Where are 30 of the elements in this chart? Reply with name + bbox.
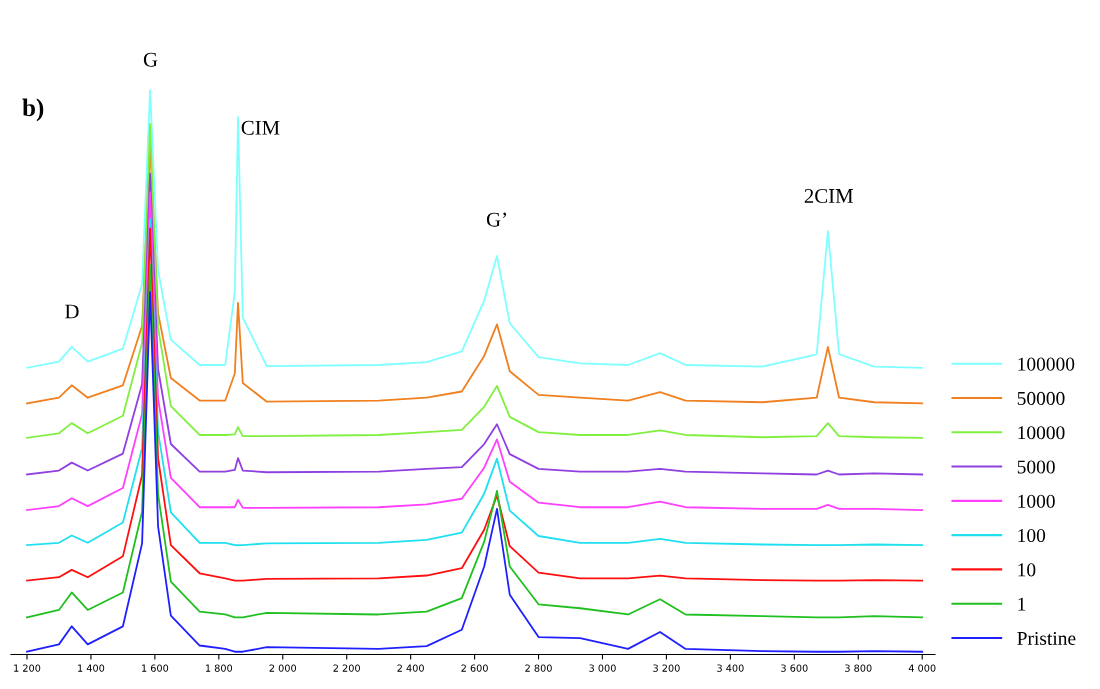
annotation: G’ (486, 212, 507, 227)
annotation: CIM (241, 120, 280, 135)
legend-label: 10 (1018, 563, 1036, 577)
x-tick-label: 1 200 (14, 664, 41, 672)
annotation: b) (22, 98, 44, 122)
x-tick-label: 3 600 (781, 664, 808, 672)
x-tick-label: 3 000 (589, 664, 616, 672)
legend-label: 10000 (1018, 426, 1065, 440)
x-tick-label: 2 800 (525, 664, 552, 672)
text: G (143, 52, 158, 67)
x-tick-label: 2 600 (461, 664, 488, 672)
x-tick-label: 1 400 (78, 664, 105, 672)
x-tick-label: 1 600 (142, 664, 169, 672)
legend-label: 100000 (1018, 357, 1075, 371)
annotation: 2CIM (804, 188, 854, 203)
legend-label: 100 (1018, 528, 1046, 543)
x-tick-label: 1 800 (205, 664, 233, 672)
x-tick-label: 2 200 (333, 664, 360, 672)
x-tick-label: 2 400 (397, 664, 424, 672)
legend-label: 50000 (1017, 391, 1065, 405)
legend-label: Pristine (1017, 631, 1076, 645)
legend-label: 1 (1018, 597, 1026, 611)
x-tick-label: 4 000 (908, 664, 936, 672)
legend-label: 1000 (1018, 494, 1055, 508)
x-tick-label: 3 200 (653, 664, 680, 672)
annotation: D (65, 304, 79, 319)
x-tick-label: 2 000 (269, 664, 297, 672)
x-tick-label: 3 400 (717, 664, 744, 672)
x-tick-label: 3 800 (845, 664, 872, 672)
legend-label: 5000 (1017, 460, 1055, 474)
